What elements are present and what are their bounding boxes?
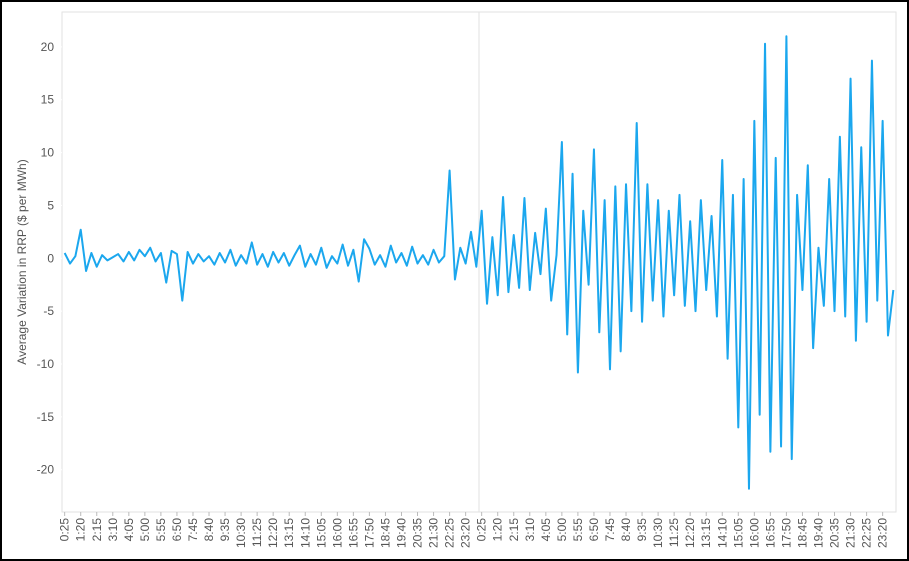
x-tick-label: 2:15	[90, 518, 104, 542]
x-tick-label: 4:05	[539, 518, 553, 542]
x-tick-label: 5:55	[571, 518, 585, 542]
x-tick-label: 16:55	[346, 518, 360, 548]
x-tick-label: 10:30	[234, 518, 248, 548]
x-tick-label: 23:20	[876, 518, 890, 548]
series-line	[63, 35, 895, 490]
y-tick-label: -10	[37, 357, 55, 371]
x-tick-label: 18:45	[795, 518, 809, 548]
x-tick-label: 1:20	[491, 518, 505, 542]
y-tick-label: 10	[41, 146, 55, 160]
y-axis-title: Average Variation in RRP ($ per MWh)	[15, 159, 29, 364]
x-tick-label: 22:25	[860, 518, 874, 548]
x-tick-label: 4:05	[122, 518, 136, 542]
y-tick-label: 20	[41, 40, 55, 54]
x-tick-label: 6:50	[170, 518, 184, 542]
x-tick-label: 7:45	[186, 518, 200, 542]
x-tick-label: 10:30	[651, 518, 665, 548]
x-tick-label: 2:15	[507, 518, 521, 542]
x-tick-label: 1:20	[74, 518, 88, 542]
x-tick-label: 6:50	[587, 518, 601, 542]
x-tick-label: 15:05	[314, 518, 328, 548]
x-tick-label: 16:55	[763, 518, 777, 548]
x-tick-label: 20:35	[828, 518, 842, 548]
x-tick-label: 5:00	[138, 518, 152, 542]
x-tick-label: 19:40	[811, 518, 825, 548]
x-tick-label: 8:40	[202, 518, 216, 542]
y-tick-label: -20	[37, 463, 55, 477]
x-tick-label: 22:25	[443, 518, 457, 548]
x-tick-label: 7:45	[603, 518, 617, 542]
x-tick-label: 18:45	[378, 518, 392, 548]
x-tick-label: 23:20	[459, 518, 473, 548]
y-tick-label: 15	[41, 93, 55, 107]
x-tick-label: 19:40	[394, 518, 408, 548]
x-tick-label: 14:10	[715, 518, 729, 548]
x-tick-label: 9:35	[635, 518, 649, 542]
x-tick-label: 11:25	[250, 518, 264, 547]
x-tick-label: 9:35	[218, 518, 232, 542]
x-tick-label: 3:10	[106, 518, 120, 542]
y-tick-label: 0	[47, 251, 54, 265]
x-tick-label: 14:10	[298, 518, 312, 548]
y-tick-label: -15	[37, 410, 55, 424]
y-tick-label: 5	[47, 198, 54, 212]
x-tick-label: 16:00	[330, 518, 344, 548]
x-tick-label: 12:20	[683, 518, 697, 548]
x-tick-label: 15:05	[731, 518, 745, 548]
x-tick-label: 17:50	[779, 518, 793, 548]
x-tick-label: 0:25	[58, 518, 72, 542]
x-tick-label: 8:40	[619, 518, 633, 542]
x-tick-label: 21:30	[844, 518, 858, 548]
x-tick-label: 21:30	[427, 518, 441, 548]
x-tick-label: 0:25	[475, 518, 489, 542]
x-tick-label: 12:20	[266, 518, 280, 548]
x-tick-label: 16:00	[747, 518, 761, 548]
x-tick-label: 13:15	[699, 518, 713, 548]
x-tick-label: 3:10	[523, 518, 537, 542]
x-tick-label: 11:25	[667, 518, 681, 547]
x-tick-label: 13:15	[282, 518, 296, 548]
y-tick-label: -5	[43, 304, 54, 318]
x-tick-label: 17:50	[362, 518, 376, 548]
x-tick-label: 5:55	[154, 518, 168, 542]
x-tick-label: 20:35	[411, 518, 425, 548]
x-tick-label: 5:00	[555, 518, 569, 542]
